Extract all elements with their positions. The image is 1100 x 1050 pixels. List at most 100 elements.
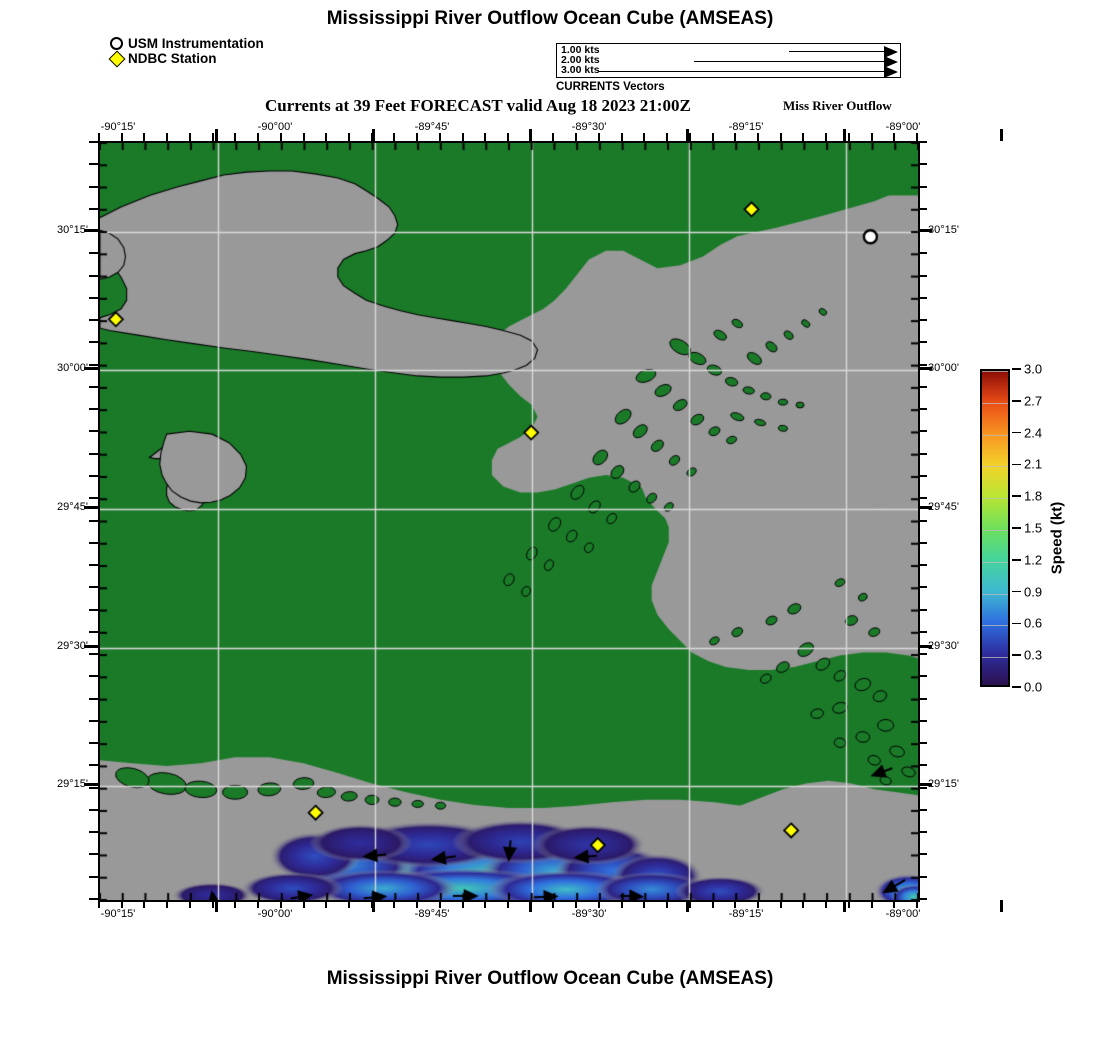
axis-tick-major	[215, 129, 218, 141]
colorbar-tick-label-2: 0.6	[1024, 615, 1043, 631]
axis-tick	[120, 900, 123, 908]
axis-tick	[89, 341, 98, 344]
axis-tick	[188, 133, 191, 141]
axis-tick	[643, 900, 646, 908]
axis-tick	[620, 900, 623, 908]
axis-tick	[893, 133, 896, 141]
axis-tick	[575, 900, 578, 908]
lon-tick-label-top-0: -90°15'	[100, 121, 136, 133]
axis-tick	[89, 630, 98, 633]
lon-tick-label-bottom-3: -89°30'	[571, 908, 607, 920]
page-title: Mississippi River Outflow Ocean Cube (AM…	[326, 8, 774, 29]
axis-tick	[438, 900, 441, 908]
vector-legend-arrowhead-1	[884, 45, 898, 58]
colorbar-tick-label-7: 2.1	[1024, 456, 1043, 472]
axis-tick	[89, 385, 98, 388]
colorbar-divider	[982, 593, 1008, 595]
axis-tick-major	[686, 900, 689, 912]
colorbar-tick-label-0: 0.0	[1024, 679, 1043, 695]
vector-legend-label-1: 1.00 kts	[561, 44, 600, 56]
axis-tick	[734, 900, 737, 908]
axis-tick	[918, 363, 927, 366]
axis-tick-major	[84, 367, 98, 370]
axis-tick	[234, 133, 237, 141]
axis-tick	[347, 133, 350, 141]
axis-tick	[325, 900, 328, 908]
colorbar-tick	[1012, 368, 1021, 370]
axis-tick	[89, 898, 98, 900]
axis-tick	[643, 133, 646, 141]
axis-tick	[918, 430, 927, 433]
axis-tick	[143, 900, 146, 908]
axis-tick	[918, 252, 927, 255]
axis-tick	[597, 133, 600, 141]
axis-tick	[918, 742, 927, 745]
legend-item-ndbc: NDBC Station	[108, 50, 338, 67]
axis-tick	[188, 900, 191, 908]
lat-tick-label-left-2: 29°45'	[57, 501, 88, 513]
lon-tick-label-bottom-2: -89°45'	[414, 908, 450, 920]
axis-tick	[89, 408, 98, 411]
axis-tick	[507, 133, 509, 141]
axis-tick	[89, 653, 98, 656]
axis-tick	[234, 900, 237, 908]
axis-tick	[918, 630, 927, 633]
axis-tick	[89, 252, 98, 255]
axis-tick	[89, 430, 98, 433]
axis-tick	[918, 519, 927, 522]
axis-tick	[461, 133, 464, 141]
legend-label-usm: USM Instrumentation	[128, 36, 264, 51]
axis-tick-major	[918, 229, 932, 232]
axis-tick	[89, 586, 98, 589]
colorbar-tick	[1012, 686, 1021, 688]
axis-tick	[89, 319, 98, 322]
axis-tick	[143, 133, 146, 141]
axis-tick	[825, 900, 828, 908]
colorbar-divider	[982, 402, 1008, 404]
colorbar-tick-label-10: 3.0	[1024, 361, 1043, 377]
axis-tick	[393, 900, 396, 908]
map-plot-area[interactable]	[98, 141, 920, 902]
lon-tick-label-top-2: -89°45'	[414, 121, 450, 133]
colorbar-tick-label-5: 1.5	[1024, 520, 1043, 536]
axis-tick	[325, 133, 328, 141]
axis-tick	[89, 764, 98, 767]
axis-tick	[166, 900, 169, 908]
colorbar-divider	[982, 625, 1008, 627]
currents-vector-legend: 1.00 kts 2.00 kts 3.00 kts	[556, 43, 901, 78]
axis-tick	[918, 786, 927, 789]
lat-tick-label-left-4: 29°15'	[57, 778, 88, 790]
axis-tick	[89, 719, 98, 722]
map-canvas[interactable]	[100, 143, 918, 900]
axis-tick	[918, 408, 927, 411]
lat-tick-label-left-1: 30°00'	[57, 362, 88, 374]
axis-tick-major	[843, 129, 846, 141]
axis-tick	[347, 900, 350, 908]
axis-tick	[870, 133, 873, 141]
colorbar-tick-label-9: 2.7	[1024, 393, 1043, 409]
axis-tick	[89, 519, 98, 522]
lat-tick-label-right-1: 30°00'	[928, 362, 959, 374]
colorbar-tick	[1012, 400, 1021, 402]
axis-tick	[89, 831, 98, 834]
lon-tick-label-bottom-1: -90°00'	[257, 908, 293, 920]
axis-tick	[918, 875, 927, 878]
colorbar-divider	[982, 498, 1008, 500]
axis-tick	[918, 831, 927, 834]
axis-tick	[89, 296, 98, 299]
colorbar-tick-label-8: 2.4	[1024, 425, 1043, 441]
axis-tick	[166, 133, 169, 141]
axis-tick	[257, 133, 260, 141]
legend-label-ndbc: NDBC Station	[128, 51, 217, 66]
axis-tick	[918, 274, 927, 277]
colorbar-divider	[982, 530, 1008, 531]
axis-tick	[893, 900, 896, 908]
lon-tick-label-top-3: -89°30'	[571, 121, 607, 133]
lon-tick-label-bottom-4: -89°15'	[728, 908, 764, 920]
axis-tick	[756, 900, 759, 908]
dataset-label: Miss River Outflow	[783, 98, 892, 113]
footer-title: Mississippi River Outflow Ocean Cube (AM…	[326, 968, 774, 989]
axis-tick	[89, 452, 98, 455]
axis-tick	[393, 133, 396, 141]
axis-tick	[416, 900, 419, 908]
